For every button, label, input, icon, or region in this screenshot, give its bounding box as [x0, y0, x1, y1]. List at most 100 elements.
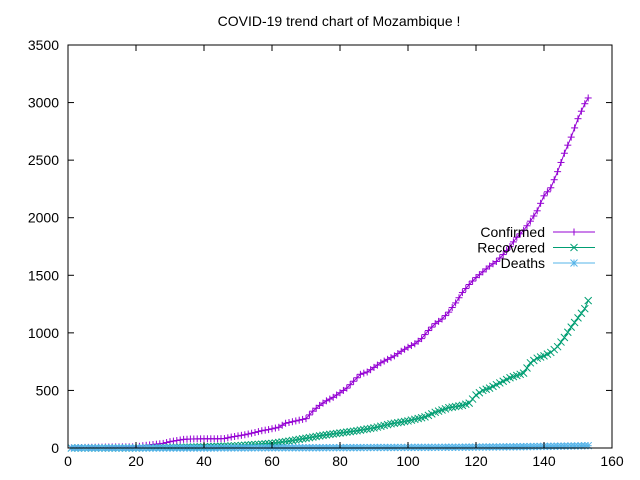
data-point-confirmed — [353, 374, 361, 382]
data-point-recovered — [560, 333, 569, 342]
data-point-confirmed — [540, 192, 548, 200]
data-point-recovered — [342, 428, 351, 436]
data-point-recovered — [574, 314, 582, 322]
data-point-recovered — [349, 427, 358, 436]
data-point-confirmed — [220, 435, 228, 443]
data-point-recovered — [526, 358, 535, 367]
data-point-confirmed — [520, 226, 528, 234]
legend-label-confirmed: Confirmed — [480, 224, 545, 240]
x-tick-label: 120 — [464, 453, 488, 469]
x-tick-label: 40 — [196, 453, 212, 469]
data-point-confirmed — [173, 437, 181, 445]
data-point-confirmed — [503, 247, 511, 255]
data-point-recovered — [475, 388, 484, 397]
y-tick-label: 2000 — [28, 210, 59, 226]
data-point-confirmed — [377, 359, 385, 367]
data-point-confirmed — [543, 188, 551, 196]
data-point-confirmed — [404, 343, 412, 351]
data-point-recovered — [577, 309, 586, 318]
data-point-confirmed — [567, 133, 575, 141]
data-point-confirmed — [237, 431, 245, 439]
axes: 0 20 40 60 80 100 120 140 160 0 500 1000 1500 2000 250… — [28, 37, 624, 469]
data-point-recovered — [319, 431, 327, 440]
data-point-recovered — [570, 318, 579, 327]
data-point-confirmed — [268, 425, 276, 433]
data-point-confirmed — [261, 426, 269, 434]
data-point-confirmed — [577, 107, 585, 115]
data-point-confirmed — [309, 407, 317, 415]
data-point-confirmed — [496, 254, 504, 262]
data-point-confirmed — [550, 176, 558, 184]
data-point-confirmed — [574, 115, 582, 123]
data-point-recovered — [557, 338, 565, 346]
data-point-recovered — [329, 430, 338, 438]
series-recovered — [67, 296, 593, 452]
data-point-confirmed — [445, 308, 453, 316]
data-point-confirmed — [305, 411, 313, 419]
data-point-confirmed — [421, 331, 429, 339]
legend-marker-confirmed — [570, 228, 578, 236]
data-point-confirmed — [248, 429, 256, 437]
data-point-confirmed — [346, 381, 354, 389]
y-tick-label: 1000 — [28, 325, 59, 341]
data-point-recovered — [278, 438, 287, 446]
data-point-recovered — [584, 296, 593, 305]
y-tick-label: 3500 — [28, 37, 59, 53]
x-tick-label: 20 — [128, 453, 144, 469]
data-point-recovered — [519, 369, 528, 378]
data-point-confirmed — [282, 419, 290, 427]
data-point-confirmed — [407, 342, 415, 350]
data-point-confirmed — [455, 294, 463, 302]
data-point-confirmed — [302, 415, 310, 423]
data-point-recovered — [553, 342, 562, 351]
data-point-confirmed — [326, 395, 334, 403]
data-point-confirmed — [285, 418, 293, 426]
data-point-confirmed — [251, 428, 259, 436]
data-point-recovered — [339, 428, 348, 437]
series-confirmed — [67, 94, 592, 452]
data-point-confirmed — [441, 312, 449, 320]
chart-title: COVID-19 trend chart of Mozambique ! — [218, 13, 461, 29]
data-point-confirmed — [292, 417, 300, 425]
data-point-confirmed — [557, 158, 565, 166]
legend-label-deaths: Deaths — [501, 255, 545, 271]
data-point-confirmed — [360, 369, 368, 377]
data-point-confirmed — [350, 377, 358, 385]
data-point-confirmed — [299, 415, 307, 423]
data-point-confirmed — [380, 357, 388, 365]
data-point-recovered — [336, 429, 344, 437]
data-point-confirmed — [564, 141, 572, 149]
y-tick-label: 1500 — [28, 267, 59, 283]
data-point-confirmed — [533, 207, 541, 215]
data-point-confirmed — [322, 397, 330, 405]
data-point-confirmed — [428, 323, 436, 331]
data-point-confirmed — [462, 285, 470, 293]
data-point-confirmed — [516, 230, 524, 238]
data-point-confirmed — [254, 428, 262, 436]
plot-area — [67, 94, 593, 452]
data-point-confirmed — [465, 280, 473, 288]
data-point-confirmed — [424, 327, 432, 335]
legend-label-recovered: Recovered — [477, 240, 545, 256]
y-tick-label: 500 — [36, 382, 60, 398]
data-point-confirmed — [418, 335, 426, 343]
data-point-confirmed — [482, 265, 490, 273]
data-point-confirmed — [387, 354, 395, 362]
data-point-recovered — [580, 304, 589, 313]
y-tick-label: 0 — [51, 440, 59, 456]
data-point-confirmed — [560, 149, 568, 157]
data-point-confirmed — [458, 289, 466, 297]
data-point-confirmed — [227, 433, 235, 441]
data-point-confirmed — [265, 426, 273, 434]
data-point-confirmed — [356, 370, 364, 378]
data-point-confirmed — [224, 434, 232, 442]
legend-marker-recovered — [570, 243, 578, 252]
data-point-recovered — [529, 356, 538, 365]
x-tick-label: 60 — [264, 453, 280, 469]
data-point-confirmed — [448, 304, 456, 312]
legend-marker-deaths — [570, 259, 578, 267]
data-point-confirmed — [176, 436, 184, 444]
data-point-confirmed — [343, 384, 351, 392]
